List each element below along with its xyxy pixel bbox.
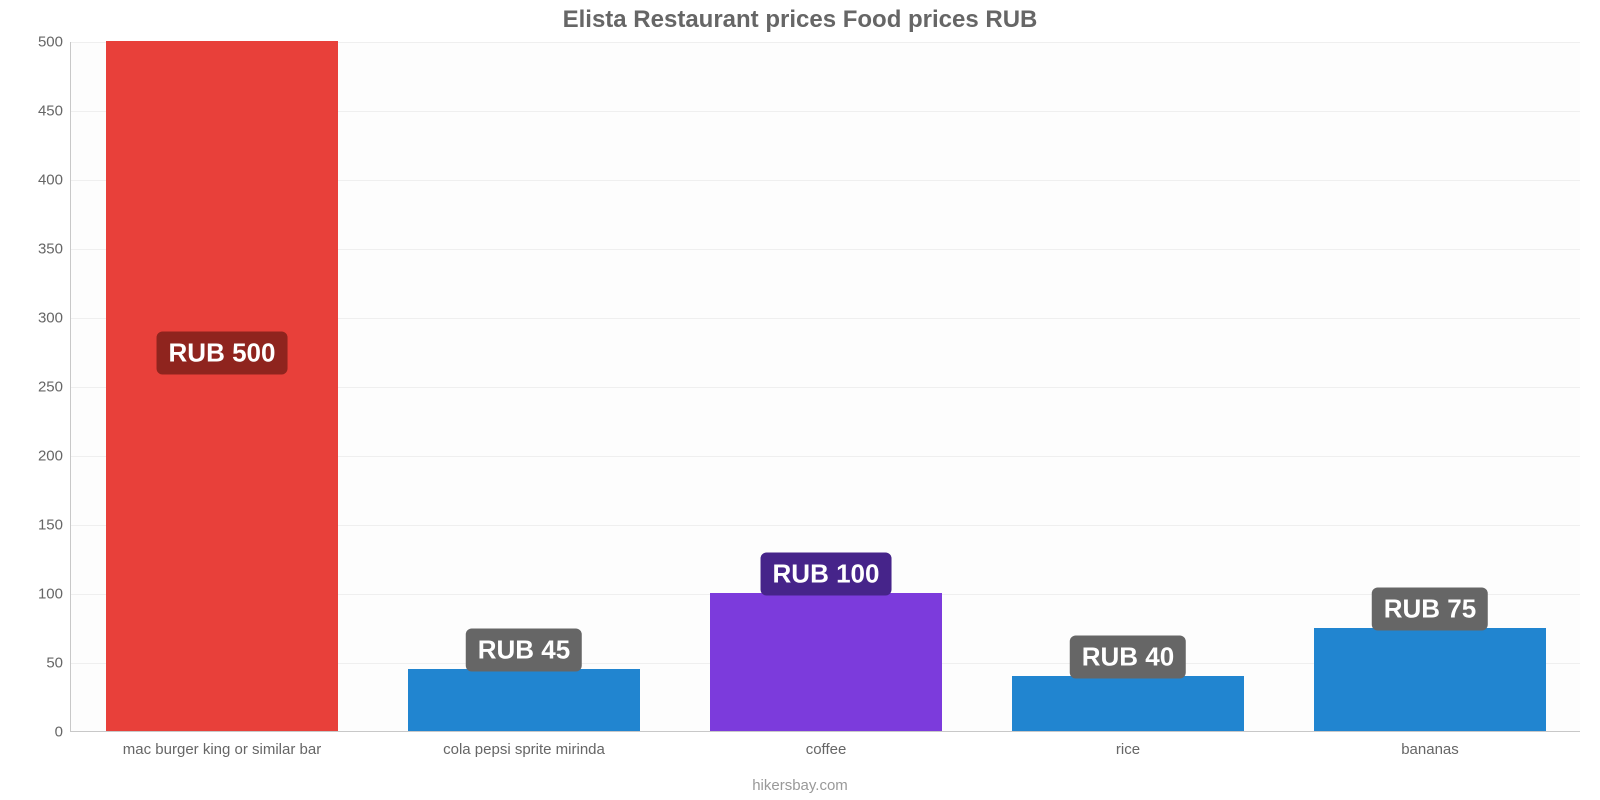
y-tick-label: 450 xyxy=(38,103,71,120)
y-tick-label: 200 xyxy=(38,448,71,465)
y-tick-label: 0 xyxy=(55,724,71,741)
bar xyxy=(1314,628,1547,732)
value-badge: RUB 100 xyxy=(761,553,892,596)
y-tick-label: 500 xyxy=(38,34,71,51)
bar xyxy=(1012,676,1245,731)
x-tick-label: cola pepsi sprite mirinda xyxy=(443,731,605,758)
y-tick-label: 300 xyxy=(38,310,71,327)
price-chart: Elista Restaurant prices Food prices RUB… xyxy=(0,0,1600,800)
x-tick-label: mac burger king or similar bar xyxy=(123,731,321,758)
bar xyxy=(710,593,943,731)
y-tick-label: 150 xyxy=(38,517,71,534)
chart-title: Elista Restaurant prices Food prices RUB xyxy=(0,6,1600,34)
y-tick-label: 400 xyxy=(38,172,71,189)
x-tick-label: coffee xyxy=(806,731,847,758)
bar xyxy=(408,669,641,731)
y-tick-label: 50 xyxy=(46,655,71,672)
value-badge: RUB 75 xyxy=(1372,587,1488,630)
value-badge: RUB 45 xyxy=(466,628,582,671)
x-tick-label: rice xyxy=(1116,731,1140,758)
y-tick-label: 250 xyxy=(38,379,71,396)
value-badge: RUB 40 xyxy=(1070,635,1186,678)
x-tick-label: bananas xyxy=(1401,731,1459,758)
value-badge: RUB 500 xyxy=(157,331,288,374)
plot-area: 050100150200250300350400450500mac burger… xyxy=(70,42,1580,732)
attribution-text: hikersbay.com xyxy=(0,777,1600,794)
y-tick-label: 350 xyxy=(38,241,71,258)
y-tick-label: 100 xyxy=(38,586,71,603)
bar xyxy=(106,41,339,731)
